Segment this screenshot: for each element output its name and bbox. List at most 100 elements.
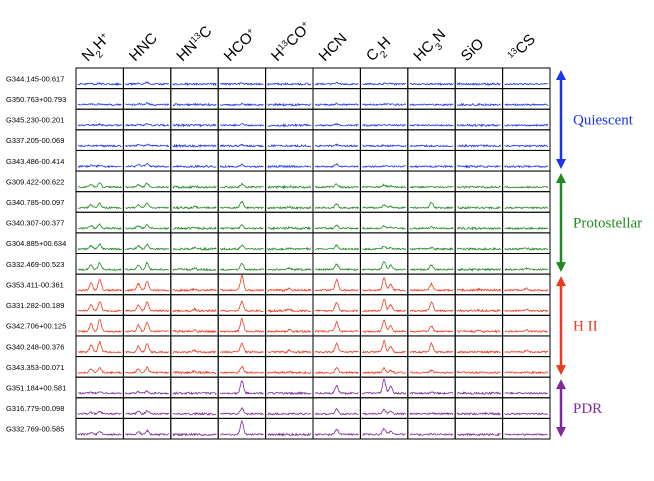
spectrum-panel [454, 253, 504, 275]
spectrum-line [504, 226, 549, 230]
arrow-head-down [556, 159, 566, 170]
spectrum-panel [454, 356, 504, 378]
spectrum-line [77, 319, 122, 333]
source-label: G309.422-00.622 [6, 177, 64, 186]
source-label: G342.706+00.125 [6, 322, 66, 331]
arrow-head-down [556, 365, 566, 376]
spectrum-panel [122, 129, 172, 151]
spectrum-panel [407, 129, 456, 151]
spectrum-panel [359, 294, 409, 316]
spectrum-line [77, 367, 122, 375]
spectrum-line [362, 204, 407, 210]
spectrum-line [172, 287, 217, 293]
spectrum-panel [122, 273, 172, 296]
spectrum-panel [454, 417, 504, 440]
spectrum-panel [122, 253, 172, 275]
spectrum-panel [454, 314, 504, 337]
spectrum-line [219, 380, 264, 395]
spectrum-line [267, 391, 312, 396]
spectrum-line [504, 123, 549, 128]
spectrum-panel [170, 376, 219, 399]
source-label: G304.885+00.634 [6, 239, 66, 248]
spectrum-line [456, 226, 501, 231]
spectrum-line [362, 276, 406, 292]
spectrum-panel [359, 170, 409, 193]
spectrum-line [220, 182, 264, 189]
molecule-header: C2H [363, 34, 397, 68]
spectrum-panel [217, 170, 267, 193]
spectrum-line [314, 428, 359, 437]
source-label: G332.469-00.523 [6, 260, 64, 269]
spectrum-panel [122, 88, 172, 110]
spectrum-line [362, 245, 407, 251]
spectrum-line [456, 308, 501, 313]
spectrum-line [267, 164, 312, 169]
spectrum-line [125, 390, 169, 395]
spectrum-line [267, 266, 312, 272]
spectrum-panel [312, 273, 361, 296]
spectrum-line [219, 262, 264, 272]
spectrum-panel [502, 232, 551, 254]
spectrum-line [267, 328, 312, 334]
spectrum-panel [170, 273, 219, 296]
spectrum-panel [407, 211, 456, 234]
spectrum-panel [122, 211, 172, 234]
category-markers: Quiescent Protostellar H II PDR [556, 70, 642, 437]
spectrum-line [504, 102, 548, 107]
spectrum-panel [75, 335, 124, 358]
spectrum-panel [170, 397, 219, 419]
spectrum-line [125, 366, 170, 375]
spectrum-line [219, 102, 264, 107]
molecule-header: SiO [458, 35, 488, 65]
spectrum-panel [502, 108, 551, 131]
spectrum-panel [312, 294, 361, 316]
category-label: H II [573, 319, 598, 335]
spectrum-line [77, 243, 122, 251]
source-label: G343.486-00.414 [6, 157, 64, 166]
spectrum-panel [312, 335, 361, 358]
spectrum-panel [217, 149, 267, 172]
arrow-head-up [556, 70, 566, 80]
spectrum-panel [407, 314, 456, 337]
spectrum-line [409, 103, 454, 107]
spectrum-panel [312, 417, 361, 440]
spectrum-line [267, 184, 312, 190]
spectrum-panel [122, 108, 172, 131]
molecule-header: N2H+ [79, 30, 117, 68]
spectrum-panel [265, 129, 314, 151]
spectrum-panel [454, 376, 504, 399]
molecule-header: HNC [126, 30, 161, 65]
spectrum-line [77, 410, 122, 416]
spectrum-line [125, 281, 170, 292]
spectrum-line [219, 317, 264, 333]
spectrum-line [314, 122, 359, 128]
spectrum-panel [122, 67, 172, 90]
spectrum-line [314, 384, 359, 395]
spectrum-line [77, 301, 122, 313]
spectrum-line [172, 143, 217, 149]
spectrum-line [409, 201, 454, 210]
spectrum-panel [265, 149, 314, 172]
spectrum-line [219, 200, 264, 210]
spectrum-line [125, 143, 170, 148]
spectrum-line [172, 205, 217, 210]
molecule-header: HC3N [410, 26, 452, 68]
source-label: G332.769-00.585 [6, 425, 64, 434]
spectrum-panel [454, 232, 504, 254]
spectrum-panel [265, 108, 314, 131]
spectrum-line [362, 102, 407, 107]
spectrum-panel [502, 314, 551, 337]
spectrum-line [457, 267, 501, 272]
spectrum-line [172, 307, 217, 313]
spectrum-line [504, 185, 549, 189]
spectrum-line [219, 82, 264, 86]
spectrum-line [362, 183, 406, 189]
spectrum-panel [454, 211, 504, 234]
spectrum-panel [265, 170, 314, 193]
spectrum-panel [407, 88, 456, 110]
spectrum-line [504, 391, 549, 395]
spectrum-panel [407, 294, 456, 316]
spectrum-panel [217, 108, 267, 131]
molecule-header: 13CS [505, 31, 539, 65]
spectrum-panel [170, 356, 219, 378]
